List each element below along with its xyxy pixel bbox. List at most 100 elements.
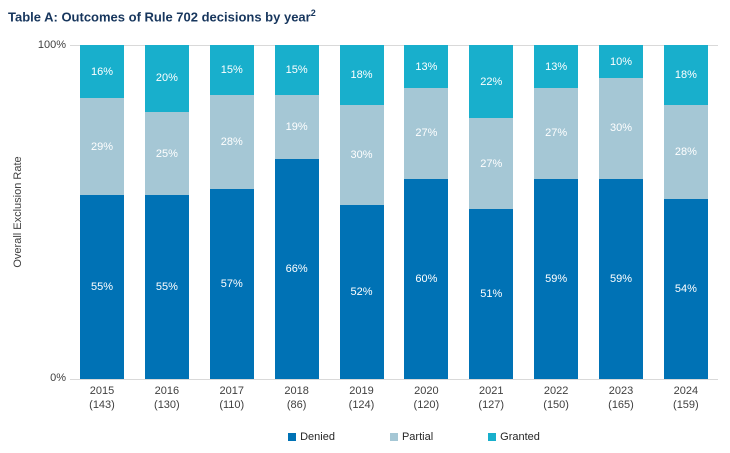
bar-value-label: 59% [609, 272, 633, 285]
bar-segment-partial-2016: 25% [144, 111, 189, 196]
gridline-100-percent [70, 45, 718, 46]
x-axis-count: (86) [286, 399, 307, 411]
x-axis-count: (110) [219, 399, 245, 411]
x-axis-year: 2023 [608, 385, 634, 397]
bar-segment-partial-2021: 27% [469, 118, 514, 209]
legend-label-partial: Partial [401, 431, 434, 443]
x-axis-count: (124) [348, 399, 375, 411]
bar-segment-granted-2021: 22% [469, 45, 514, 119]
bar-segment-partial-2017: 28% [209, 95, 254, 189]
granted-swatch-icon [488, 433, 497, 441]
bar-segment-partial-2023: 30% [599, 78, 643, 179]
bar-segment-denied-2020: 60% [404, 178, 449, 379]
bar-segment-partial-2022: 27% [534, 88, 579, 179]
x-axis-count: (143) [89, 399, 115, 411]
bar-segment-partial-2020: 27% [404, 88, 449, 179]
y-tick-0: 0% [50, 372, 66, 384]
plot-area: 16% 29% 55% 2015 (143) 20% 25% 55% 2016 (130) 15% 2… [80, 45, 708, 411]
x-axis-year: 2017 [219, 385, 244, 397]
bar-segment-granted-2022: 13% [534, 45, 579, 89]
x-axis-label-2020: 2020 (120) [414, 384, 440, 412]
x-axis-label-2021: 2021 (127) [478, 384, 504, 412]
bar-group-2023: 10% 30% 59% 2023 (165) [599, 45, 643, 411]
bar-segment-denied-2018: 66% [274, 158, 319, 379]
bar-value-label: 13% [545, 60, 568, 73]
bar-group-2020: 13% 27% 60% 2020 (120) [404, 45, 449, 411]
bar-value-label: 30% [350, 149, 373, 162]
bar-value-label: 52% [350, 286, 373, 299]
x-axis-count: (130) [154, 399, 180, 411]
bar-value-label: 60% [415, 272, 438, 285]
bar-value-label: 30% [609, 122, 633, 135]
bar-segment-granted-2020: 13% [404, 45, 449, 89]
bar-value-label: 29% [90, 140, 114, 153]
bar-value-label: 20% [155, 72, 178, 85]
bar-group-2015: 16% 29% 55% 2015 (143) [80, 45, 124, 411]
x-axis-year: 2020 [414, 385, 439, 397]
x-axis-label-2022: 2022 (150) [543, 384, 569, 412]
bar-value-label: 57% [220, 277, 243, 290]
bar-segment-denied-2019: 52% [339, 205, 384, 379]
x-axis-count: (159) [673, 399, 699, 411]
bar-value-label: 54% [674, 282, 697, 295]
bar-value-label: 27% [415, 127, 438, 140]
bar-segment-granted-2018: 15% [274, 45, 319, 96]
bar-value-label: 25% [155, 147, 178, 160]
bar-segment-granted-2024: 18% [663, 45, 708, 106]
bar-value-label: 59% [545, 272, 568, 285]
x-axis-count: (127) [478, 399, 505, 411]
x-axis-year: 2016 [154, 385, 180, 397]
bar-group-2016: 20% 25% 55% 2016 (130) [144, 45, 189, 411]
bar-value-label: 27% [480, 157, 503, 170]
bar-value-label: 51% [480, 287, 503, 300]
bar-value-label: 28% [674, 145, 697, 158]
bar-segment-denied-2016: 55% [144, 195, 189, 379]
x-axis-year: 2018 [284, 385, 309, 397]
chart-title-text: Table A: Outcomes of Rule 702 decisions … [8, 9, 311, 25]
legend: Denied Partial Granted [80, 431, 708, 443]
bar-group-2024: 18% 28% 54% 2024 (159) [663, 45, 708, 411]
x-axis-year: 2019 [349, 385, 374, 397]
bar-value-label: 55% [155, 281, 178, 294]
bar-segment-denied-2023: 59% [599, 178, 643, 379]
bar-segment-partial-2015: 29% [80, 98, 124, 196]
x-axis-label-2016: 2016 (130) [154, 384, 180, 412]
bar-value-label: 15% [220, 64, 243, 77]
chart-title-footnote-marker: 2 [310, 8, 316, 18]
bar-segment-granted-2019: 18% [339, 45, 384, 106]
chart-title: Table A: Outcomes of Rule 702 decisions … [8, 8, 316, 24]
x-axis-year: 2021 [479, 385, 504, 397]
bar-value-label: 18% [674, 69, 697, 82]
denied-swatch-icon [288, 433, 297, 441]
x-axis-year: 2024 [673, 385, 699, 397]
x-axis-label-2019: 2019 (124) [349, 384, 375, 412]
x-axis-label-2017: 2017 (110) [219, 384, 244, 412]
bar-value-label: 15% [285, 64, 308, 77]
x-axis-label-2018: 2018 (86) [284, 384, 308, 412]
legend-label-granted: Granted [500, 431, 540, 443]
bar-segment-denied-2015: 55% [80, 195, 124, 379]
bar-value-label: 18% [350, 69, 373, 82]
x-axis-year: 2022 [543, 385, 569, 397]
legend-label-denied: Denied [300, 431, 335, 443]
legend-item-granted: Granted [488, 431, 540, 443]
x-axis-label-2023: 2023 (165) [608, 384, 634, 412]
bar-value-label: 27% [545, 127, 568, 140]
bar-group-2021: 22% 27% 51% 2021 (127) [469, 45, 514, 411]
bar-segment-granted-2016: 20% [144, 45, 189, 112]
y-tick-100: 100% [37, 39, 66, 51]
x-axis-count: (150) [543, 399, 569, 411]
bar-value-label: 28% [220, 135, 243, 148]
x-axis-label-2015: 2015 (143) [89, 384, 115, 412]
bar-segment-granted-2023: 10% [599, 45, 643, 79]
bar-segment-denied-2021: 51% [469, 208, 514, 379]
bar-value-label: 10% [609, 55, 633, 68]
bar-group-2018: 15% 19% 66% 2018 (86) [274, 45, 319, 411]
bar-value-label: 13% [415, 60, 438, 73]
bar-segment-denied-2022: 59% [534, 178, 579, 379]
legend-item-denied: Denied [288, 431, 335, 443]
x-axis-baseline [70, 379, 718, 380]
y-axis-title: Overall Exclusion Rate [12, 156, 24, 268]
bar-segment-denied-2017: 57% [209, 188, 254, 379]
bar-segment-granted-2017: 15% [209, 45, 254, 96]
